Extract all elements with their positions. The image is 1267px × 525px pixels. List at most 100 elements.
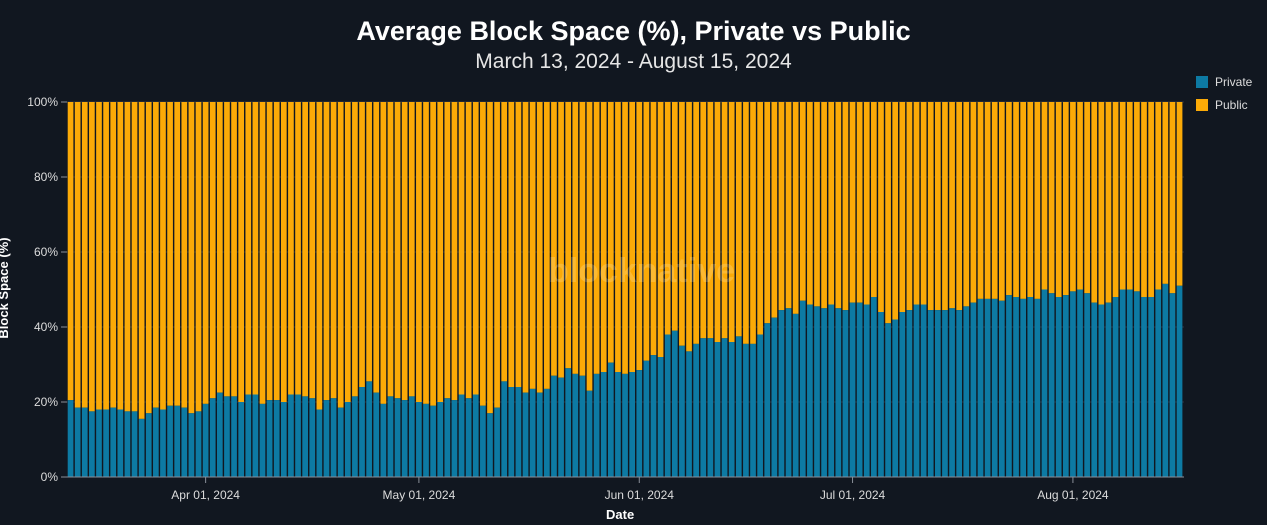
bar-private	[664, 334, 671, 477]
bar-private	[970, 302, 977, 477]
bar-private	[501, 381, 508, 477]
legend-label-public: Public	[1215, 97, 1248, 112]
bar-private	[657, 357, 664, 477]
bar-public	[906, 102, 913, 311]
bar-private	[1084, 293, 1090, 477]
bar-public	[508, 102, 515, 387]
bar-private	[394, 398, 401, 477]
bar-public	[686, 102, 692, 352]
bar-private	[1062, 295, 1069, 477]
bar-public	[942, 102, 948, 311]
bar-private	[778, 310, 785, 477]
bar-private	[835, 308, 842, 477]
bar-public	[1176, 102, 1183, 286]
bar-public	[878, 102, 884, 312]
bar-public	[401, 102, 408, 401]
bar-private	[259, 403, 266, 477]
bar-private	[1034, 298, 1041, 477]
bar-private	[89, 411, 95, 477]
bar-private	[565, 368, 572, 477]
bar-public	[202, 102, 209, 404]
bar-public	[771, 102, 778, 318]
bar-private	[416, 402, 422, 477]
bar-public	[1119, 102, 1126, 290]
bar-public	[1084, 102, 1090, 294]
bar-public	[636, 102, 643, 371]
bar-private	[1134, 291, 1140, 477]
bar-public	[785, 102, 792, 309]
bar-private	[1013, 297, 1019, 477]
bar-public	[586, 102, 593, 391]
bar-public	[387, 102, 394, 397]
bar-public	[416, 102, 422, 402]
bar-public	[344, 102, 351, 402]
bar-private	[558, 377, 564, 477]
bar-private	[252, 394, 259, 477]
bar-public	[814, 102, 820, 307]
x-tick-label: May 01, 2024	[383, 488, 456, 502]
bar-private	[671, 330, 678, 477]
bar-private	[544, 388, 550, 477]
bar-private	[629, 372, 636, 477]
bar-public	[600, 102, 607, 372]
bar-private	[1169, 293, 1176, 477]
legend-item-public[interactable]: Public	[1196, 93, 1252, 116]
bar-private	[330, 398, 337, 477]
bar-private	[81, 407, 88, 477]
bar-public	[551, 102, 557, 376]
bar-public	[778, 102, 785, 311]
bar-private	[408, 396, 415, 477]
bar-private	[700, 338, 707, 477]
bar-private	[295, 394, 301, 477]
bar-public	[807, 102, 813, 305]
bar-private	[1141, 297, 1147, 477]
bar-public	[430, 102, 436, 406]
bar-private	[878, 312, 884, 477]
bar-public	[607, 102, 614, 363]
bar-private	[714, 342, 721, 477]
bar-public	[1141, 102, 1147, 297]
bar-private	[863, 304, 870, 477]
legend: Private Public	[1196, 70, 1252, 116]
bar-private	[586, 390, 593, 477]
bar-private	[750, 343, 756, 477]
bar-private	[430, 405, 436, 477]
bar-private	[977, 298, 984, 477]
bar-public	[970, 102, 977, 303]
bar-private	[1119, 289, 1126, 477]
bar-public	[494, 102, 500, 408]
bar-private	[707, 338, 714, 477]
bar-public	[273, 102, 280, 401]
bar-public	[352, 102, 358, 397]
bar-public	[935, 102, 941, 311]
bar-public	[487, 102, 493, 414]
bar-public	[544, 102, 550, 389]
bar-private	[956, 310, 963, 477]
bar-public	[515, 102, 522, 387]
bar-private	[814, 306, 820, 477]
bar-private	[458, 394, 465, 477]
bar-public	[280, 102, 287, 402]
bar-private	[124, 411, 131, 477]
bar-private	[67, 400, 74, 477]
bar-private	[167, 405, 173, 477]
bar-public	[81, 102, 88, 408]
legend-item-private[interactable]: Private	[1196, 70, 1252, 93]
bar-private	[693, 343, 699, 477]
bar-private	[536, 392, 543, 477]
bar-private	[920, 304, 927, 477]
y-tick-label: 60%	[34, 245, 58, 259]
bar-private	[828, 304, 835, 477]
bar-private	[771, 317, 778, 477]
bar-public	[1048, 102, 1055, 294]
bar-public	[892, 102, 899, 320]
bar-public	[657, 102, 664, 357]
bar-private	[650, 355, 657, 477]
bar-private	[998, 300, 1005, 477]
bar-private	[1162, 283, 1169, 477]
bar-public	[856, 102, 863, 303]
bar-public	[920, 102, 927, 305]
bar-public	[750, 102, 756, 344]
bar-public	[444, 102, 451, 399]
bar-public	[735, 102, 742, 337]
